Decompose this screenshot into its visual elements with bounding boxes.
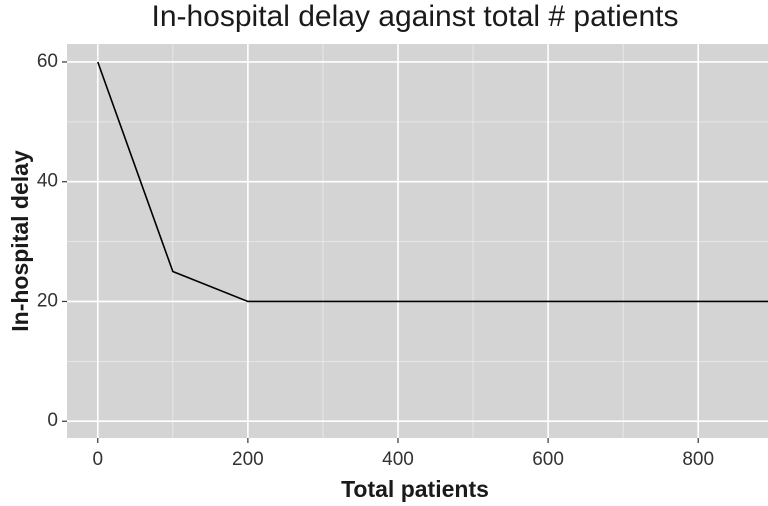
x-axis-label: Total patients (341, 476, 489, 502)
plot-panel (67, 44, 768, 438)
y-tick-label: 20 (37, 290, 58, 311)
x-tick-label: 400 (382, 449, 414, 470)
line-series (97, 61, 768, 303)
y-axis-label: In-hospital delay (7, 150, 33, 332)
chart-title: In-hospital delay against total # patien… (151, 0, 678, 33)
x-tick-label: 800 (682, 449, 714, 470)
x-tick-label: 600 (532, 449, 564, 470)
x-tick-label: 0 (92, 449, 103, 470)
y-tick-label: 0 (47, 410, 58, 431)
x-tick-label: 200 (232, 449, 264, 470)
y-tick-label: 40 (37, 171, 58, 192)
marks (97, 61, 768, 303)
y-tick-label: 60 (37, 51, 58, 72)
